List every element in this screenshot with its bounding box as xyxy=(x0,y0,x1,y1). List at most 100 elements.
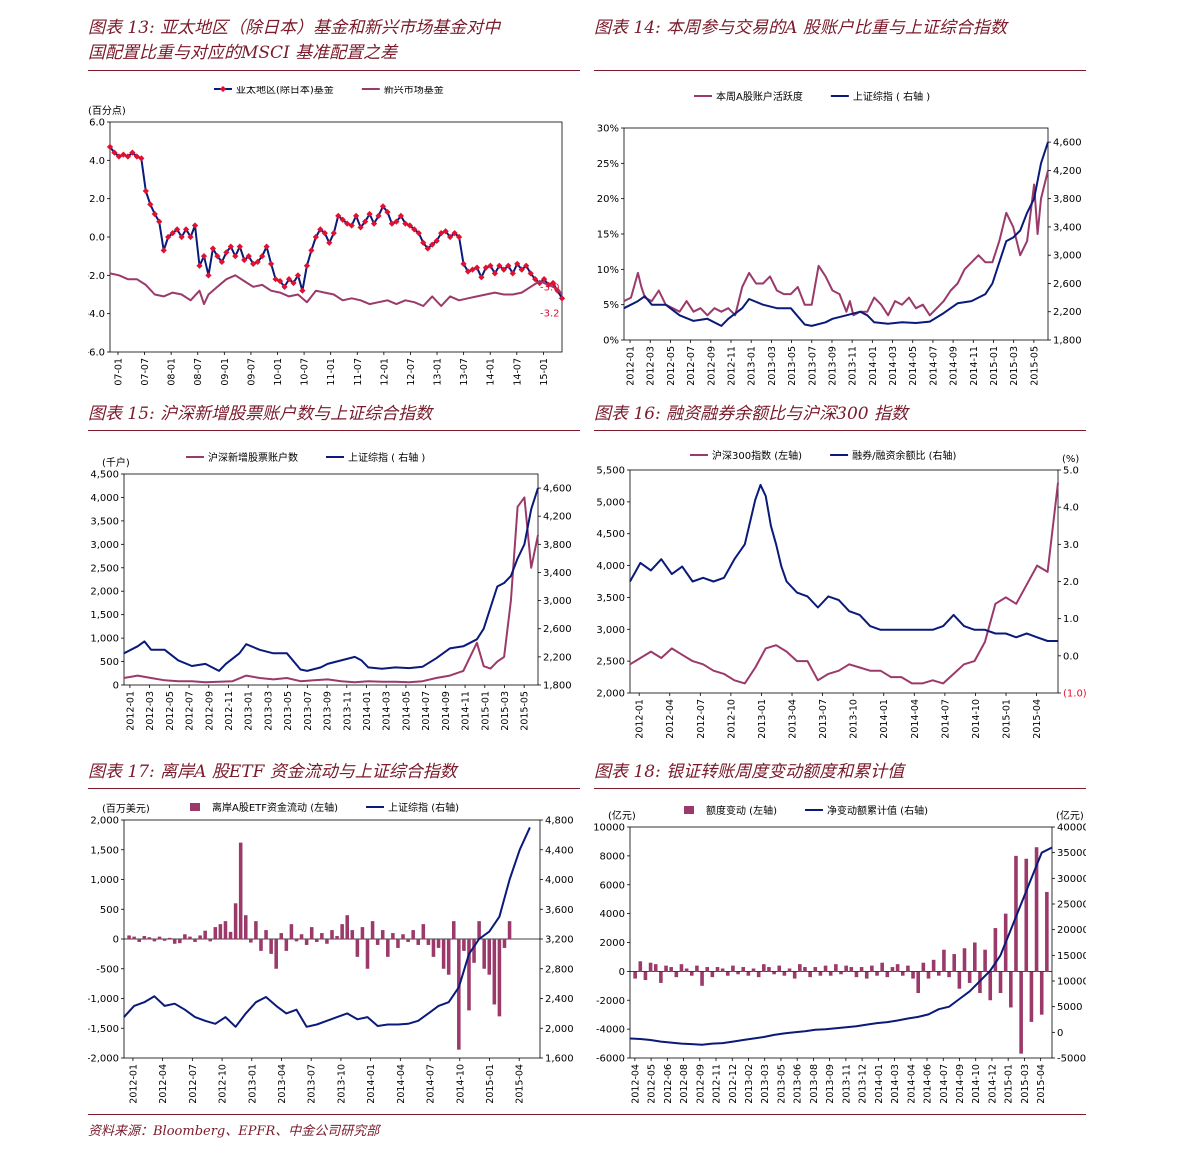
y2-tick-label: 4,200 xyxy=(1053,166,1082,177)
data-bar xyxy=(299,934,304,939)
x-tick-label: 2012-01 xyxy=(635,699,646,739)
data-bar xyxy=(921,962,926,972)
data-point xyxy=(174,226,181,233)
title-rule xyxy=(88,788,580,789)
y2-tick-label: -5000 xyxy=(1057,1054,1086,1065)
y2-tick-label: 4,600 xyxy=(1053,138,1082,149)
data-bar xyxy=(330,930,334,939)
x-tick-label: 2008-01 xyxy=(167,358,178,386)
data-bar xyxy=(973,942,977,972)
data-bar xyxy=(849,967,854,972)
y-tick-label: -4000 xyxy=(596,1025,625,1036)
data-bar xyxy=(787,968,792,972)
data-bar xyxy=(497,939,502,1017)
y-tick-label: 4000 xyxy=(600,909,625,920)
y-tick-label: 4,500 xyxy=(596,529,625,540)
data-bar xyxy=(223,921,228,939)
x-tick-label: 2013-03 xyxy=(263,691,274,731)
data-bar xyxy=(370,921,375,939)
data-bar xyxy=(762,964,766,972)
y2-tick-label: 2,800 xyxy=(545,964,574,975)
y2-axis-unit: (亿元) xyxy=(1056,809,1084,822)
x-tick-label: 2014-10 xyxy=(971,699,982,739)
y-tick-label: -1,500 xyxy=(88,1024,119,1035)
x-tick-label: 2014-01 xyxy=(879,699,890,739)
data-point xyxy=(227,243,234,250)
legend-label: 沪深新增股票账户数 xyxy=(208,451,298,464)
legend-label: 本周A股账户活跃度 xyxy=(716,90,803,103)
x-tick-label: 2014-09 xyxy=(441,691,452,731)
x-tick-label: 2011-07 xyxy=(353,358,364,386)
data-bar xyxy=(731,965,735,972)
data-bar xyxy=(482,939,486,969)
y2-tick-label: 4,600 xyxy=(543,484,572,495)
data-bar xyxy=(911,971,915,979)
x-tick-label: 2013-09 xyxy=(323,691,334,731)
data-bar xyxy=(988,971,993,1001)
y-tick-label: 4.0 xyxy=(89,156,105,167)
data-bar xyxy=(335,936,339,939)
data-bar xyxy=(926,971,931,979)
x-tick-label: 2015-04 xyxy=(1036,1064,1047,1104)
y2-tick-label: 20000 xyxy=(1057,925,1086,936)
data-bar xyxy=(238,842,243,939)
x-tick-label: 2013-07 xyxy=(818,699,829,739)
data-bar xyxy=(725,971,730,976)
data-bar xyxy=(653,964,658,972)
chart-panel-fig17: 图表 17: 离岸A 股ETF 资金流动与上证综合指数 2,000 1,500 1,… xyxy=(88,760,580,1110)
data-bar xyxy=(664,965,668,972)
y-axis-unit: (百万美元) xyxy=(102,802,150,815)
y2-tick-label: 3,800 xyxy=(543,540,572,551)
data-bar xyxy=(1029,971,1034,1022)
x-tick-label: 2013-10 xyxy=(849,699,860,739)
data-point xyxy=(245,253,252,260)
y-tick-label: 500 xyxy=(100,905,119,916)
y2-tick-label: 2,200 xyxy=(1053,307,1082,318)
y-tick-label: 0 xyxy=(619,967,625,978)
x-tick-label: 2015-01 xyxy=(1004,1064,1015,1104)
x-tick-label: 2013-11 xyxy=(841,1064,852,1104)
data-bar xyxy=(264,930,268,939)
y-tick-label: 0.0 xyxy=(89,233,105,244)
x-tick-label: 2012-01 xyxy=(626,346,637,386)
data-bar xyxy=(457,939,461,1050)
data-bar xyxy=(411,930,415,939)
data-bar xyxy=(1024,858,1029,972)
data-bar xyxy=(446,939,451,975)
x-tick-label: 2013-04 xyxy=(277,1064,288,1104)
x-tick-label: 2012-01 xyxy=(125,691,136,731)
data-bar xyxy=(304,939,309,945)
y-tick-label: -500 xyxy=(96,964,119,975)
x-tick-label: 2014-07 xyxy=(939,1064,950,1104)
title-rule xyxy=(88,430,580,431)
data-bar xyxy=(350,930,355,939)
x-tick-label: 2012-05 xyxy=(165,691,176,731)
x-tick-label: 2012-10 xyxy=(218,1064,229,1104)
y2-tick-label: 3,000 xyxy=(543,596,572,607)
data-bar xyxy=(967,971,972,983)
legend-marker xyxy=(219,86,227,93)
legend-swatch xyxy=(190,803,200,811)
title-rule xyxy=(594,788,1086,789)
x-tick-label: 2015-03 xyxy=(1020,1064,1031,1104)
legend-label: 亚太地区(除日本)基金 xyxy=(236,86,334,96)
y-tick-label: 5,000 xyxy=(596,497,625,508)
data-point xyxy=(263,243,270,250)
y-tick-label: 500 xyxy=(100,657,119,668)
data-bar xyxy=(906,965,910,972)
series-line xyxy=(109,272,563,307)
y2-tick-label: 5000 xyxy=(1057,1002,1082,1013)
data-bar xyxy=(839,971,843,975)
data-bar xyxy=(834,964,838,972)
x-tick-label: 2012-07 xyxy=(686,346,697,386)
data-point xyxy=(482,264,490,271)
y-tick-label: 20% xyxy=(597,194,619,205)
x-tick-label: 2013-04 xyxy=(788,699,799,739)
x-tick-label: 2012-07 xyxy=(406,358,417,386)
chart-title: 图表 13: 亚太地区（除日本）基金和新兴市场基金对中 国配置比重与对应的MSC… xyxy=(88,18,501,63)
data-point xyxy=(191,222,199,229)
data-bar xyxy=(936,971,941,976)
y2-tick-label: 1,800 xyxy=(1053,336,1082,347)
chart-panel-fig13: 图表 13: 亚太地区（除日本）基金和新兴市场基金对中 国配置比重与对应的MSC… xyxy=(88,16,580,392)
data-bar xyxy=(818,971,823,976)
